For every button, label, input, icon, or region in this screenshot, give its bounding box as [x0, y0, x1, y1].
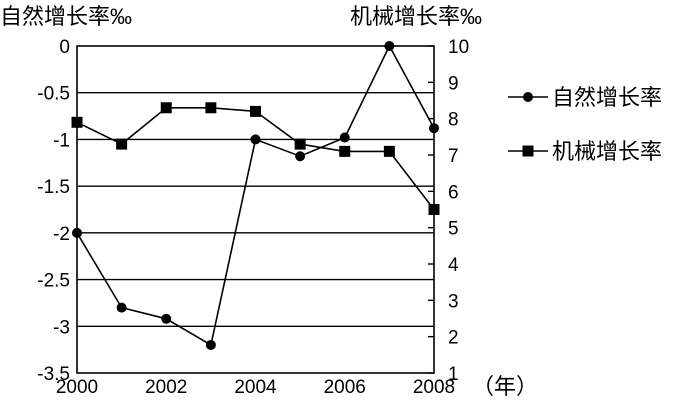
right-tick-label: 4	[448, 255, 459, 276]
left-axis-tick-labels: 0 -0.5 -1 -1.5 -2 -2.5 -3 -3.5	[37, 37, 70, 385]
right-tick-label: 1	[448, 364, 459, 385]
series	[71, 41, 440, 350]
right-tick-label: 6	[448, 182, 459, 203]
right-tick-label: 5	[448, 219, 459, 240]
left-tick-label: -3	[53, 317, 70, 338]
x-tick-label: 2004	[234, 377, 277, 398]
data-point-circle	[205, 339, 216, 350]
grid-lines	[77, 92, 434, 327]
x-tick-label: 2006	[324, 377, 366, 398]
data-point-square	[116, 138, 128, 150]
right-tick-label: 10	[448, 37, 469, 58]
data-point-circle	[339, 132, 350, 143]
series-line-1	[76, 44, 435, 347]
left-tick-label: -1.5	[37, 177, 70, 198]
data-point-circle	[250, 134, 261, 145]
data-point-square	[205, 102, 217, 114]
right-axis-title: 机械增长率‰	[350, 4, 482, 29]
left-tick-label: -2.5	[37, 271, 70, 292]
left-tick-label: -3.5	[37, 364, 70, 385]
plot-frame	[76, 45, 435, 374]
right-tick-label: 3	[448, 291, 459, 312]
data-point-circle	[72, 227, 82, 238]
left-axis-title: 自然增长率‰	[0, 4, 132, 29]
data-point-circle	[384, 41, 395, 51]
legend-label: 机械增长率	[552, 139, 662, 164]
axes	[76, 45, 435, 374]
left-tick-label: -2	[53, 224, 70, 245]
legend-marker-square	[522, 145, 534, 157]
left-tick-label: -0.5	[37, 84, 70, 105]
data-point-circle	[161, 313, 172, 324]
x-tick-label: 2002	[145, 377, 187, 398]
x-tick-label: 2000	[56, 377, 98, 398]
data-point-circle	[295, 151, 306, 162]
data-point-square	[71, 116, 83, 128]
left-tick-label: -1	[53, 130, 70, 151]
legend-marker-circle	[523, 92, 533, 102]
right-tick-label: 7	[448, 146, 459, 167]
data-point-square	[339, 145, 351, 157]
data-point-square	[160, 102, 172, 114]
series-line-2	[76, 107, 435, 210]
right-tick-label: 8	[448, 110, 459, 131]
data-point-square	[428, 204, 440, 215]
left-tick-label: 0	[59, 37, 70, 58]
data-point-circle	[116, 302, 127, 313]
x-axis-unit-label: （年）	[472, 374, 538, 399]
legend-label: 自然增长率	[552, 85, 662, 110]
right-tick-label: 9	[448, 73, 459, 94]
x-tick-label: 2008	[413, 377, 455, 398]
data-point-square	[294, 138, 306, 150]
x-axis-tick-labels: 2000 2002 2004 2006 2008	[56, 377, 455, 398]
right-tick-label: 2	[448, 328, 459, 349]
right-axis-tick-labels: 10 9 8 7 6 5 4 3 2 1	[448, 37, 469, 385]
data-point-square	[383, 145, 395, 157]
data-point-square	[250, 105, 261, 117]
data-point-circle	[429, 123, 439, 134]
